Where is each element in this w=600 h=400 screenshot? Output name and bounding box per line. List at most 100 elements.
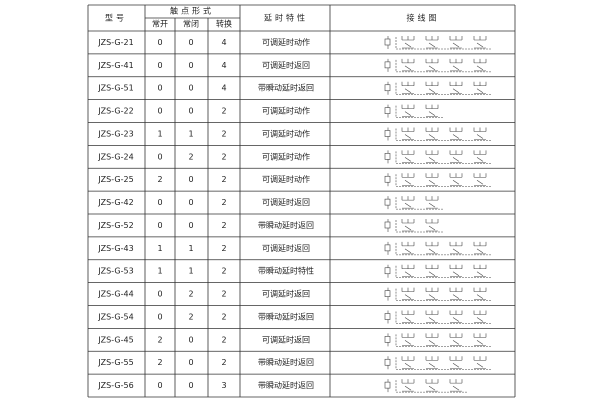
cell: 可调延时返回 [262,289,310,299]
cell: 0 [157,290,162,299]
cell: 0 [157,38,162,47]
contact [473,150,487,163]
cell: 1 [188,267,193,276]
cell: 0 [157,198,162,207]
bracket [395,128,492,141]
cell: 带瞬动延时返回 [258,357,314,367]
coil [384,381,391,389]
coil [384,84,391,92]
contact [449,287,463,300]
cell: JZS-G-23 [97,129,133,138]
contact [401,333,415,346]
cell: JZS-G-56 [97,381,133,390]
cell: 0 [188,358,193,367]
cell: 2 [221,107,226,116]
bracket [395,334,492,347]
cell: 2 [221,358,226,367]
cell: 可调延时返回 [262,60,310,70]
cell: 2 [157,358,162,367]
cell: 0 [188,175,193,184]
coil [384,61,391,69]
contact [401,173,415,186]
contact [425,379,439,392]
contact [425,287,439,300]
contact [449,58,463,72]
cell: 带瞬动延时返回 [258,380,314,390]
contact [401,310,415,323]
contact [425,127,439,140]
cell: 2 [221,267,226,276]
cell: 2 [221,198,226,207]
contact [425,196,439,209]
coil [384,313,391,320]
contact [401,219,415,232]
contact [449,36,463,49]
cell: 4 [221,84,226,93]
cell: 0 [188,107,193,116]
bracket [395,242,492,256]
contact [401,36,415,49]
cell: 带瞬动延时返回 [258,311,314,321]
contact [449,173,463,186]
contact [401,150,415,163]
cell: 2 [221,152,226,161]
contact [473,36,487,49]
contact [401,287,415,300]
cell: 2 [221,175,226,184]
cell: 0 [188,198,193,207]
bracket [395,220,444,233]
contact [425,104,439,117]
contact [473,58,487,72]
header-wiring: 接线图 [407,13,440,23]
coil [384,358,391,366]
cell: 0 [188,221,193,230]
coil [384,198,391,206]
cell: 2 [221,290,226,299]
cell: 0 [188,61,193,70]
cell: JZS-G-42 [97,198,133,207]
coil [384,175,391,183]
header-model: 型号 [105,14,127,23]
coil [384,38,391,46]
cell: JZS-G-25 [97,175,133,184]
contact [425,36,439,49]
contact [449,264,463,278]
cell: JZS-G-45 [97,335,133,344]
cell: 3 [221,381,226,390]
coil [384,221,391,229]
contact [473,287,487,300]
bracket [395,380,468,393]
contact [473,241,487,255]
cell: 0 [188,38,193,47]
cell: 2 [221,335,226,344]
cell: 1 [188,129,193,138]
cell: JZS-G-55 [97,358,133,367]
contact [449,310,463,323]
contact [449,333,463,346]
cell: JZS-G-21 [97,38,133,47]
cell: 2 [221,312,226,321]
cell: 可调延时动作 [262,128,310,138]
cell: 1 [157,267,162,276]
contact [401,58,415,72]
cell: 0 [157,381,162,390]
header-contact: 触点形式 [170,6,214,16]
cell: JZS-G-54 [97,312,133,321]
cell: JZS-G-52 [97,221,133,230]
contact [473,81,487,95]
contact [449,379,463,392]
cell: 4 [221,61,226,70]
contact [425,264,439,278]
cell: 0 [188,84,193,93]
contact [449,150,463,163]
bracket [395,59,492,73]
cell: 可调延时返回 [262,197,310,207]
header-delay: 延时特性 [264,13,308,23]
cell: 0 [157,152,162,161]
cell: 带瞬动延时返回 [258,220,314,230]
cell: 2 [188,152,193,161]
cell: 可调延时动作 [262,37,310,47]
cell: 0 [188,335,193,344]
contact [425,150,439,163]
